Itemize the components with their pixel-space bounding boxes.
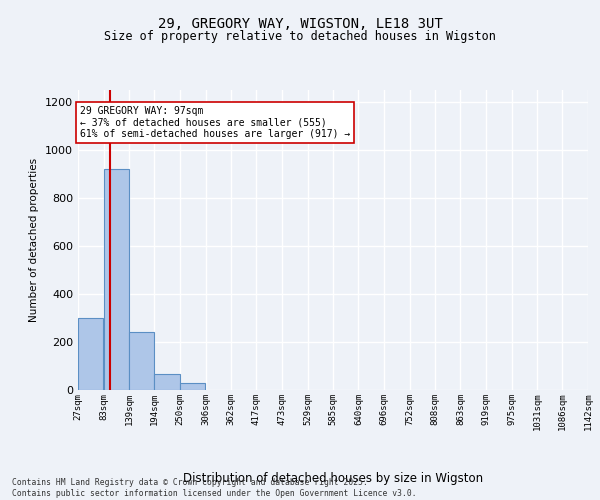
- Bar: [180, 383, 205, 390]
- Text: 29 GREGORY WAY: 97sqm
← 37% of detached houses are smaller (555)
61% of semi-det: 29 GREGORY WAY: 97sqm ← 37% of detached …: [80, 106, 350, 139]
- Bar: [104, 169, 129, 390]
- Bar: [154, 374, 179, 390]
- Bar: [129, 332, 154, 390]
- Y-axis label: Number of detached properties: Number of detached properties: [29, 158, 40, 322]
- Text: Size of property relative to detached houses in Wigston: Size of property relative to detached ho…: [104, 30, 496, 43]
- Bar: [78, 318, 103, 390]
- X-axis label: Distribution of detached houses by size in Wigston: Distribution of detached houses by size …: [183, 472, 483, 485]
- Text: Contains HM Land Registry data © Crown copyright and database right 2025.
Contai: Contains HM Land Registry data © Crown c…: [12, 478, 416, 498]
- Text: 29, GREGORY WAY, WIGSTON, LE18 3UT: 29, GREGORY WAY, WIGSTON, LE18 3UT: [158, 18, 442, 32]
